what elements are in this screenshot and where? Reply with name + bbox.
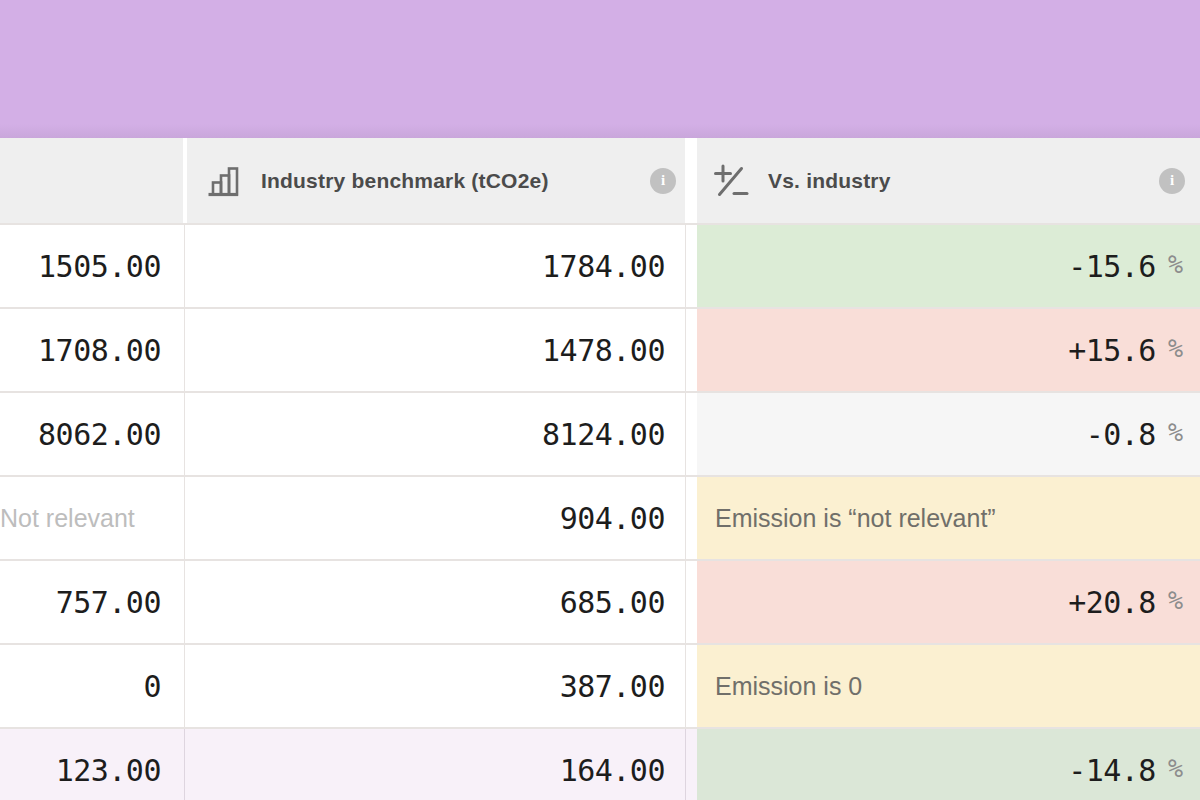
column-divider xyxy=(685,309,697,391)
vs-industry-note: Emission is “not relevant” xyxy=(715,504,996,533)
header-cell-benchmark: Industry benchmark (tCO2e) i xyxy=(187,138,685,223)
vs-industry-cell: Emission is 0 xyxy=(697,645,1200,727)
info-icon[interactable]: i xyxy=(650,168,676,194)
percent-unit: % xyxy=(1168,586,1183,615)
column-divider xyxy=(685,561,697,643)
benchmark-value: 164.00 xyxy=(560,753,665,788)
benchmark-value: 904.00 xyxy=(560,501,665,536)
column-divider xyxy=(685,477,697,559)
vs-industry-cell: Emission is “not relevant” xyxy=(697,477,1200,559)
table-row: 1708.00 1478.00 +15.6 % xyxy=(0,307,1200,391)
benchmark-value: 1478.00 xyxy=(542,333,665,368)
emission-cell[interactable]: 1708.00 xyxy=(0,309,183,391)
benchmark-value: 685.00 xyxy=(560,585,665,620)
emission-value: 0 xyxy=(143,669,161,704)
percent-unit: % xyxy=(1168,418,1183,447)
benchmark-cell: 8124.00 xyxy=(187,393,685,475)
benchmark-cell: 1478.00 xyxy=(187,309,685,391)
vs-industry-value: -0.8 xyxy=(1086,417,1156,452)
emission-cell[interactable]: 0 xyxy=(0,645,183,727)
plus-minus-icon xyxy=(712,163,749,199)
header-cell-vs-industry: Vs. industry i xyxy=(697,138,1200,223)
emission-value: Not relevant xyxy=(0,504,135,533)
vs-industry-cell: -0.8 % xyxy=(697,393,1200,475)
emission-value: 1708.00 xyxy=(38,333,161,368)
emission-cell[interactable]: Not relevant xyxy=(0,477,183,559)
benchmark-cell: 904.00 xyxy=(187,477,685,559)
benchmark-cell: 685.00 xyxy=(187,561,685,643)
table-body: 1505.00 1784.00 -15.6 % 1708.00 1478.00 … xyxy=(0,223,1200,800)
vs-industry-cell: -15.6 % xyxy=(697,225,1200,307)
emissions-table: Industry benchmark (tCO2e) i Vs. industr… xyxy=(0,138,1200,800)
percent-delta: -15.6 % xyxy=(1068,249,1183,284)
benchmark-value: 1784.00 xyxy=(542,249,665,284)
benchmark-value: 387.00 xyxy=(560,669,665,704)
emission-cell[interactable]: 757.00 xyxy=(0,561,183,643)
column-divider xyxy=(685,138,697,223)
percent-unit: % xyxy=(1168,334,1183,363)
column-divider xyxy=(685,645,697,727)
vs-industry-cell: +20.8 % xyxy=(697,561,1200,643)
emission-value: 1505.00 xyxy=(38,249,161,284)
column-divider xyxy=(685,225,697,307)
table-row: 0 387.00 Emission is 0 xyxy=(0,643,1200,727)
percent-delta: -0.8 % xyxy=(1086,417,1183,452)
table-row: 1505.00 1784.00 -15.6 % xyxy=(0,223,1200,307)
table-row: 757.00 685.00 +20.8 % xyxy=(0,559,1200,643)
table-row: Not relevant 904.00 Emission is “not rel… xyxy=(0,475,1200,559)
vs-industry-column-label: Vs. industry xyxy=(768,169,891,193)
vs-industry-cell: -14.8 % xyxy=(697,729,1200,800)
vs-industry-value: +20.8 xyxy=(1068,585,1156,620)
vs-industry-value: +15.6 xyxy=(1068,333,1156,368)
table-row: 8062.00 8124.00 -0.8 % xyxy=(0,391,1200,475)
column-divider xyxy=(685,729,697,800)
emission-cell[interactable]: 8062.00 xyxy=(0,393,183,475)
column-divider xyxy=(685,393,697,475)
emission-cell[interactable]: 1505.00 xyxy=(0,225,183,307)
table-header-row: Industry benchmark (tCO2e) i Vs. industr… xyxy=(0,138,1200,223)
bar-chart-icon xyxy=(205,163,242,199)
benchmark-cell: 387.00 xyxy=(187,645,685,727)
percent-unit: % xyxy=(1168,754,1183,783)
vs-industry-value: -14.8 xyxy=(1068,753,1156,788)
vs-industry-note: Emission is 0 xyxy=(715,672,862,701)
benchmark-cell: 1784.00 xyxy=(187,225,685,307)
table-row: 123.00 164.00 -14.8 % xyxy=(0,727,1200,800)
percent-delta: +15.6 % xyxy=(1068,333,1183,368)
emission-value: 757.00 xyxy=(56,585,161,620)
info-icon[interactable]: i xyxy=(1159,168,1185,194)
percent-unit: % xyxy=(1168,250,1183,279)
benchmark-value: 8124.00 xyxy=(542,417,665,452)
emission-value: 8062.00 xyxy=(38,417,161,452)
purple-banner xyxy=(0,0,1200,138)
emission-value: 123.00 xyxy=(56,753,161,788)
benchmark-cell: 164.00 xyxy=(187,729,685,800)
vs-industry-value: -15.6 xyxy=(1068,249,1156,284)
percent-delta: +20.8 % xyxy=(1068,585,1183,620)
vs-industry-cell: +15.6 % xyxy=(697,309,1200,391)
emission-cell[interactable]: 123.00 xyxy=(0,729,183,800)
header-cell-emissions xyxy=(0,138,183,223)
benchmark-column-label: Industry benchmark (tCO2e) xyxy=(261,169,549,193)
percent-delta: -14.8 % xyxy=(1068,753,1183,788)
